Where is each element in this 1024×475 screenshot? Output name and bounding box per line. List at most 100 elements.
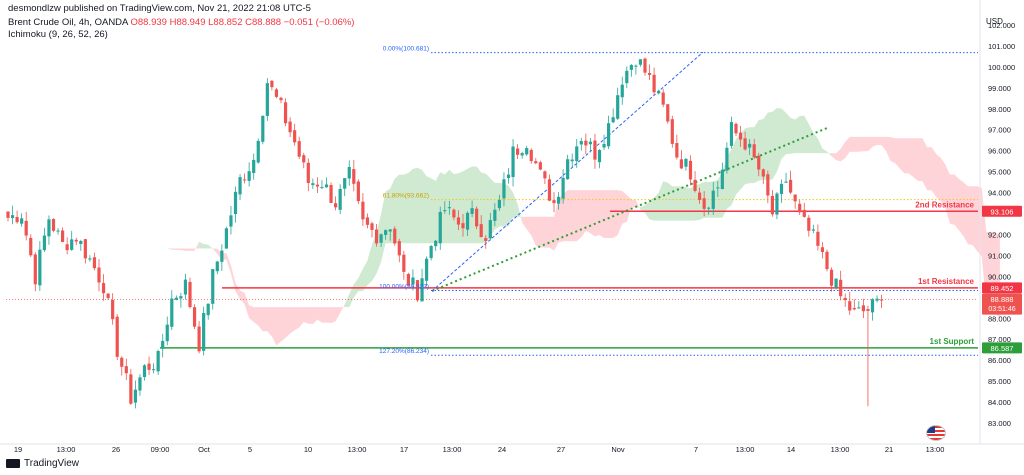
candle-body	[602, 143, 606, 148]
candle	[693, 171, 697, 193]
candle-body	[543, 171, 547, 179]
candle	[784, 172, 788, 183]
candle-body	[70, 239, 74, 250]
candle	[447, 200, 451, 215]
candle	[29, 234, 33, 258]
candle-body	[757, 155, 761, 170]
candle-body	[866, 309, 870, 311]
candle	[265, 78, 269, 121]
time-tick-label: 13:00	[926, 445, 945, 454]
candle-body	[875, 298, 879, 301]
candle	[438, 206, 442, 250]
candle-body	[352, 169, 356, 184]
candle-body	[843, 297, 847, 301]
candle	[452, 208, 456, 221]
candle-body	[802, 209, 806, 217]
cloud-bullish	[640, 108, 832, 221]
candle	[861, 298, 865, 319]
candle	[538, 160, 542, 171]
candle	[142, 364, 147, 381]
candle	[597, 149, 602, 169]
candle-body	[834, 278, 838, 288]
symbol-name[interactable]: Brent Crude Oil, 4h, OANDA	[8, 17, 128, 28]
candle-body	[857, 307, 861, 309]
candle-body	[24, 220, 28, 236]
candle-body	[570, 159, 574, 162]
candle-body	[388, 229, 392, 232]
candle-body	[406, 274, 410, 286]
fib-level-label: 0.00%(100.681)	[383, 46, 429, 53]
candle-body	[488, 220, 492, 239]
publisher-line: desmondlzw published on TradingView.com,…	[8, 3, 311, 14]
candle	[47, 215, 51, 245]
candle-body	[229, 215, 233, 227]
candle	[511, 139, 515, 187]
time-tick-label: 27	[557, 445, 565, 454]
candle	[343, 177, 347, 197]
candle-body	[192, 307, 197, 327]
candle-body	[584, 140, 588, 146]
candle-body	[638, 59, 643, 65]
candle-body	[215, 261, 219, 272]
candle	[352, 160, 356, 192]
candle	[525, 145, 529, 156]
price-tick-label: 98.000	[988, 105, 1011, 114]
tradingview-footer[interactable]: TradingView	[6, 458, 79, 469]
candle	[120, 356, 124, 376]
candle-body	[711, 190, 715, 209]
candle-body	[447, 207, 451, 209]
cloud-bearish	[212, 248, 345, 346]
price-tick-label: 97.000	[988, 126, 1011, 135]
green-trendline[interactable]	[431, 126, 829, 292]
candle	[493, 203, 497, 227]
candle	[393, 226, 397, 246]
candle-body	[725, 147, 729, 171]
price-axis[interactable]: USD 83.000 84.000 85.000 86.000 87.000 88.000 8…	[0, 0, 1024, 445]
candle	[42, 227, 46, 252]
candle-body	[170, 298, 174, 327]
candle	[625, 66, 629, 89]
candle	[202, 306, 206, 356]
indicator-legend[interactable]: Ichimoku (9, 26, 52, 26)	[8, 29, 108, 40]
time-axis[interactable]: 19 13:00 26 09:00 Oct 5 10 13:00 17 13:00 24 27 Nov 7…	[14, 445, 945, 454]
candle	[443, 201, 447, 214]
candle-body	[179, 296, 183, 299]
candle	[320, 180, 324, 190]
candle-body	[224, 228, 228, 249]
candle-body	[361, 201, 365, 220]
currency-label: USD	[986, 17, 1003, 26]
candle	[638, 59, 643, 67]
candle-body	[870, 299, 875, 313]
candle	[561, 169, 565, 204]
candle	[65, 237, 69, 255]
candle	[79, 239, 83, 251]
candle	[138, 374, 142, 396]
candle-body	[197, 326, 201, 352]
candle-body	[597, 149, 602, 163]
candle-body	[675, 143, 679, 158]
candle	[111, 293, 115, 325]
candle	[843, 293, 847, 307]
candle-body	[775, 193, 779, 215]
time-tick-label: 13:00	[736, 445, 755, 454]
candle	[488, 212, 492, 241]
candle-body	[593, 140, 597, 160]
chart-lines	[6, 51, 978, 356]
candle	[870, 298, 875, 321]
candle	[584, 133, 588, 154]
candle-body	[784, 181, 788, 183]
candle	[347, 160, 351, 186]
candle	[766, 170, 770, 204]
time-tick-label: 09:00	[151, 445, 170, 454]
candle-body	[634, 65, 638, 67]
cloud-bearish	[831, 136, 1000, 319]
candle-body	[761, 169, 765, 177]
candle-body	[206, 303, 210, 316]
level-price-tag	[982, 282, 1022, 294]
candle	[397, 238, 401, 263]
candle-body	[429, 246, 433, 259]
candle-body	[579, 141, 583, 145]
candle	[834, 278, 838, 290]
candle-body	[743, 138, 747, 150]
